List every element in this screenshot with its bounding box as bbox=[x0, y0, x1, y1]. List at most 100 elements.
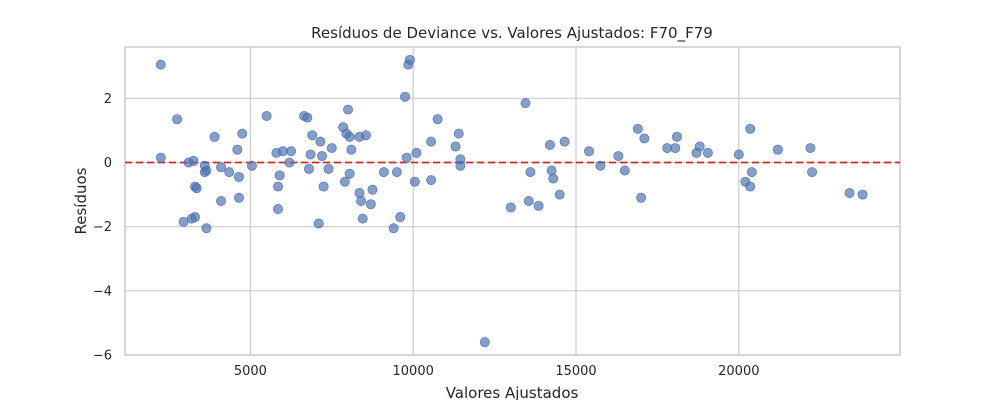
x-axis-label: Valores Ajustados bbox=[446, 384, 579, 400]
data-point bbox=[313, 218, 324, 229]
data-points bbox=[155, 54, 868, 348]
data-point bbox=[201, 165, 212, 176]
data-point bbox=[317, 151, 328, 162]
data-point bbox=[745, 181, 756, 192]
data-point bbox=[584, 146, 595, 157]
data-point bbox=[505, 202, 516, 213]
data-point bbox=[302, 112, 313, 123]
data-point bbox=[745, 123, 756, 134]
x-tick-label: 15000 bbox=[555, 364, 596, 379]
data-point bbox=[805, 143, 816, 154]
x-tick-label: 20000 bbox=[718, 364, 759, 379]
data-point bbox=[318, 181, 329, 192]
data-point bbox=[546, 165, 557, 176]
x-tick-label: 5000 bbox=[234, 364, 267, 379]
data-point bbox=[772, 144, 783, 155]
data-point bbox=[639, 133, 650, 144]
data-point bbox=[216, 195, 227, 206]
data-point bbox=[857, 189, 868, 200]
data-point bbox=[356, 195, 367, 206]
data-point bbox=[188, 155, 199, 166]
data-point bbox=[636, 192, 647, 203]
data-point bbox=[354, 187, 365, 198]
data-point bbox=[343, 104, 354, 115]
data-point bbox=[303, 163, 314, 174]
data-point bbox=[326, 143, 337, 154]
data-point bbox=[216, 162, 227, 173]
y-tick-label: −2 bbox=[93, 220, 112, 235]
data-point bbox=[367, 184, 378, 195]
y-tick-label: 0 bbox=[104, 156, 112, 171]
data-point bbox=[411, 147, 422, 158]
data-point bbox=[613, 151, 624, 162]
data-point bbox=[232, 144, 243, 155]
data-point bbox=[595, 160, 606, 171]
data-point bbox=[525, 167, 536, 178]
data-point bbox=[315, 136, 326, 147]
y-tick-label: −6 bbox=[93, 349, 112, 364]
data-point bbox=[426, 136, 437, 147]
data-point bbox=[273, 204, 284, 215]
data-point bbox=[844, 187, 855, 198]
data-point bbox=[694, 141, 705, 152]
y-tick-label: −4 bbox=[93, 284, 112, 299]
chart-title: Resíduos de Deviance vs. Valores Ajustad… bbox=[311, 24, 713, 43]
data-point bbox=[323, 163, 334, 174]
data-point bbox=[455, 160, 466, 171]
x-tick-label: 10000 bbox=[393, 364, 434, 379]
data-point bbox=[632, 123, 643, 134]
data-point bbox=[523, 195, 534, 206]
data-point bbox=[339, 176, 350, 187]
y-axis-label: Resíduos bbox=[72, 167, 90, 234]
plot-frame bbox=[124, 46, 901, 356]
data-point bbox=[400, 91, 411, 102]
data-point bbox=[533, 200, 544, 211]
data-point bbox=[273, 181, 284, 192]
data-point bbox=[365, 199, 376, 210]
data-point bbox=[155, 59, 166, 70]
data-point bbox=[807, 167, 818, 178]
data-point bbox=[378, 167, 389, 178]
data-point bbox=[346, 144, 357, 155]
data-point bbox=[284, 157, 295, 168]
data-point bbox=[286, 146, 297, 157]
data-point bbox=[233, 171, 244, 182]
data-point bbox=[733, 149, 744, 160]
data-point bbox=[395, 212, 406, 223]
data-point bbox=[246, 160, 257, 171]
data-point bbox=[360, 130, 371, 141]
data-point bbox=[670, 143, 681, 154]
data-point bbox=[409, 176, 420, 187]
data-point bbox=[209, 131, 220, 142]
data-point bbox=[401, 152, 412, 163]
data-point bbox=[391, 167, 402, 178]
axes-border bbox=[124, 46, 901, 356]
data-point bbox=[388, 223, 399, 234]
data-point bbox=[261, 110, 272, 121]
data-point bbox=[305, 149, 316, 160]
data-point bbox=[548, 173, 559, 184]
data-point bbox=[344, 131, 355, 142]
data-point bbox=[274, 170, 285, 181]
data-point bbox=[190, 212, 201, 223]
data-point bbox=[224, 167, 235, 178]
data-point bbox=[746, 167, 757, 178]
data-point bbox=[237, 128, 248, 139]
data-point bbox=[702, 147, 713, 158]
data-point bbox=[559, 136, 570, 147]
data-point bbox=[554, 189, 565, 200]
data-point bbox=[404, 54, 415, 65]
data-point bbox=[344, 168, 355, 179]
data-point bbox=[619, 165, 630, 176]
data-point bbox=[544, 139, 555, 150]
data-point bbox=[191, 183, 202, 194]
data-point bbox=[172, 114, 183, 125]
data-point bbox=[307, 130, 318, 141]
data-point bbox=[357, 213, 368, 224]
data-point bbox=[155, 152, 166, 163]
data-point bbox=[201, 223, 212, 234]
data-point bbox=[426, 175, 437, 186]
data-point bbox=[233, 192, 244, 203]
